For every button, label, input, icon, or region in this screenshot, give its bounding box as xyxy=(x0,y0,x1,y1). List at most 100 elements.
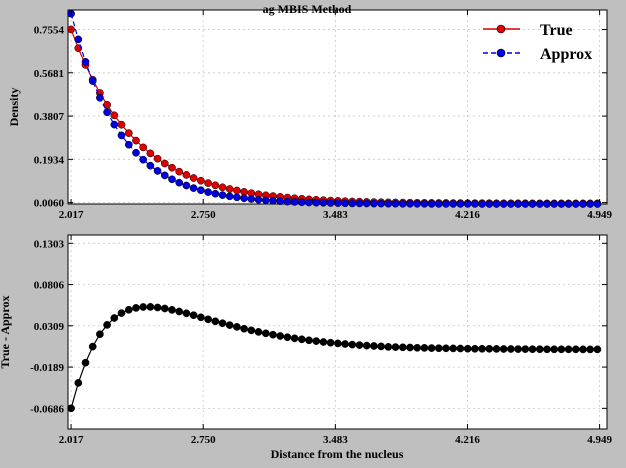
density-plot-area xyxy=(67,9,608,205)
data-point-approx xyxy=(492,200,501,208)
data-point-difference xyxy=(413,343,422,352)
data-point-difference xyxy=(463,344,472,353)
data-point-approx xyxy=(168,175,176,184)
data-point-approx xyxy=(247,195,256,203)
data-point-approx xyxy=(139,155,148,164)
data-point-difference xyxy=(557,345,566,354)
data-point-difference xyxy=(305,336,313,345)
data-point-difference xyxy=(103,321,111,329)
data-point-approx xyxy=(160,171,169,180)
data-point-true xyxy=(225,185,234,193)
data-point-difference xyxy=(543,345,551,354)
data-point-difference xyxy=(377,342,385,351)
data-point-approx xyxy=(124,140,133,149)
data-point-approx xyxy=(442,200,450,208)
data-point-approx xyxy=(276,197,285,206)
y-tick-label: -0.0189 xyxy=(30,362,64,374)
difference-panel: 2.017 2.750 3.483 4.216 4.949 -0.0686 -0.0189 0… xyxy=(0,234,612,461)
data-point-approx xyxy=(240,194,248,203)
data-point-difference xyxy=(254,328,263,336)
data-point-difference xyxy=(182,309,191,318)
data-point-difference xyxy=(211,317,220,326)
data-point-approx xyxy=(305,198,313,207)
legend-label-true: True xyxy=(540,22,573,39)
data-point-difference xyxy=(564,345,573,354)
data-point-approx xyxy=(564,200,573,208)
data-point-difference xyxy=(521,345,530,353)
y-tick-label: -0.0686 xyxy=(30,403,64,415)
data-point-difference xyxy=(528,345,537,354)
data-point-difference xyxy=(132,304,140,312)
x-tick-label: 2.017 xyxy=(59,434,84,446)
data-point-difference xyxy=(276,332,285,340)
legend: True Approx xyxy=(483,22,592,63)
data-point-difference xyxy=(319,338,328,346)
data-point-difference xyxy=(189,311,198,320)
data-point-true xyxy=(168,163,176,172)
x-tick-label: 2.750 xyxy=(191,434,216,446)
data-point-approx xyxy=(521,200,530,208)
data-point-difference xyxy=(81,358,90,367)
data-point-true xyxy=(117,120,126,129)
data-point-difference xyxy=(348,340,357,349)
data-point-approx xyxy=(449,200,458,208)
data-point-approx xyxy=(499,200,508,208)
data-point-approx xyxy=(146,161,155,170)
data-point-approx xyxy=(586,200,595,208)
y-tick-label: 0.0060 xyxy=(34,198,65,210)
data-point-difference xyxy=(586,345,595,354)
data-point-difference xyxy=(197,313,205,322)
density-ticks: 2.017 2.750 3.483 4.216 4.949 0.0060 0.1934 0.3… xyxy=(34,10,612,221)
data-point-difference xyxy=(478,344,486,353)
difference-ticks: 2.017 2.750 3.483 4.216 4.949 -0.0686 -0.0189 0… xyxy=(30,235,612,446)
data-point-true xyxy=(160,159,169,168)
data-point-difference xyxy=(218,319,227,328)
data-point-difference xyxy=(96,330,104,339)
data-point-difference xyxy=(507,345,515,353)
density-panel: 2.017 2.750 3.483 4.216 4.949 0.0060 0.1934 0.3… xyxy=(7,2,612,221)
y-tick-label: 0.1303 xyxy=(34,238,65,250)
data-point-approx xyxy=(103,108,111,117)
data-point-approx xyxy=(528,200,537,208)
legend-label-approx: Approx xyxy=(540,46,592,63)
data-point-difference xyxy=(579,345,587,354)
x-tick-label: 3.483 xyxy=(323,434,348,446)
data-point-approx xyxy=(384,199,393,208)
data-point-approx xyxy=(514,200,522,208)
data-point-approx xyxy=(182,181,191,190)
data-point-approx xyxy=(175,178,184,187)
data-point-approx xyxy=(456,200,465,208)
data-point-difference xyxy=(384,343,393,351)
data-point-difference xyxy=(434,344,443,353)
data-point-approx xyxy=(355,199,364,208)
data-point-approx xyxy=(406,199,414,208)
difference-y-axis-label: True - Approx xyxy=(0,296,12,369)
data-point-approx xyxy=(550,200,559,208)
data-point-approx xyxy=(507,200,515,208)
data-point-approx xyxy=(110,120,119,129)
x-axis-label: Distance from the nucleus xyxy=(271,447,404,461)
data-point-difference xyxy=(225,321,234,329)
y-tick-label: 0.0806 xyxy=(34,280,65,292)
data-point-difference xyxy=(240,324,248,333)
data-point-difference xyxy=(233,323,241,331)
data-point-difference xyxy=(362,341,371,350)
data-point-difference xyxy=(456,344,465,353)
x-tick-label: 4.216 xyxy=(455,434,480,446)
legend-marker-true xyxy=(496,24,506,34)
data-point-difference xyxy=(269,330,277,339)
data-point-true xyxy=(182,171,191,179)
data-point-difference xyxy=(471,344,479,353)
data-point-true xyxy=(204,179,212,187)
x-tick-label: 3.483 xyxy=(323,209,348,221)
x-tick-label: 2.750 xyxy=(191,209,216,221)
x-tick-label: 4.949 xyxy=(587,434,612,446)
data-point-difference xyxy=(74,379,83,387)
data-point-true xyxy=(175,167,184,176)
data-point-difference xyxy=(420,344,429,352)
data-point-approx xyxy=(427,200,436,208)
data-point-approx xyxy=(211,189,220,198)
data-point-approx xyxy=(88,77,97,85)
y-tick-label: 0.1934 xyxy=(34,154,65,166)
data-point-approx xyxy=(370,199,378,208)
